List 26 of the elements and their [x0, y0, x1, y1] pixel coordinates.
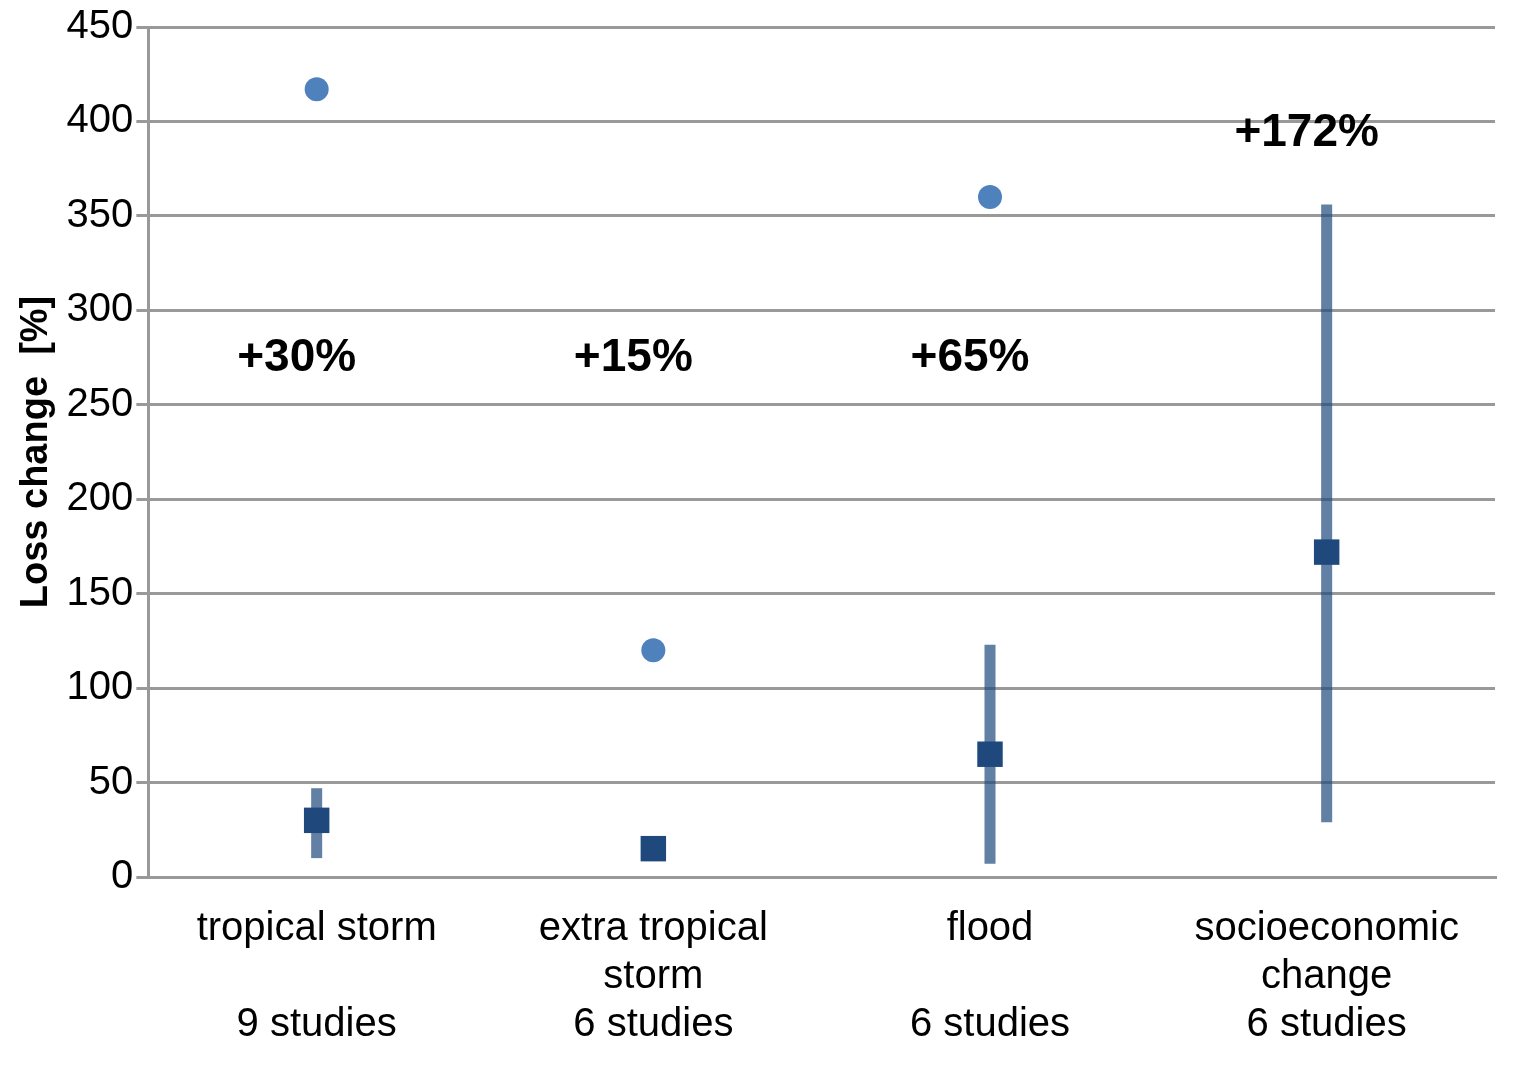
x-tick-label: extra tropical storm 6 studies [538, 904, 768, 1045]
y-tick-label: 0 [111, 852, 134, 897]
point [640, 835, 667, 862]
point [1313, 539, 1340, 565]
annotation: +30% [237, 329, 357, 382]
y-tick-label: 150 [66, 568, 134, 613]
y-tick-label: 350 [66, 190, 134, 235]
point [304, 77, 329, 102]
point [978, 185, 1002, 209]
y-tick-label: 100 [66, 663, 134, 708]
y-tick-label: 50 [88, 757, 134, 802]
point [641, 638, 666, 663]
y-tick-label: 400 [66, 96, 134, 141]
annotation: +15% [573, 329, 693, 382]
y-axis-title: Loss change [%] [13, 295, 56, 609]
annotation: +172% [1234, 103, 1379, 156]
y-tick-label: 300 [66, 285, 134, 330]
category-label: flood 6 studies [909, 904, 1071, 1045]
point [977, 741, 1003, 767]
y-tick-label: 250 [66, 379, 134, 424]
point [303, 807, 330, 834]
annotation: +65% [910, 329, 1030, 382]
y-tick-label: 450 [66, 2, 134, 47]
category-label: tropical storm 9 studies [196, 904, 437, 1045]
y-tick-label: 200 [66, 474, 134, 519]
x-tick-label: socioeconomic change 6 studies [1194, 904, 1459, 1045]
